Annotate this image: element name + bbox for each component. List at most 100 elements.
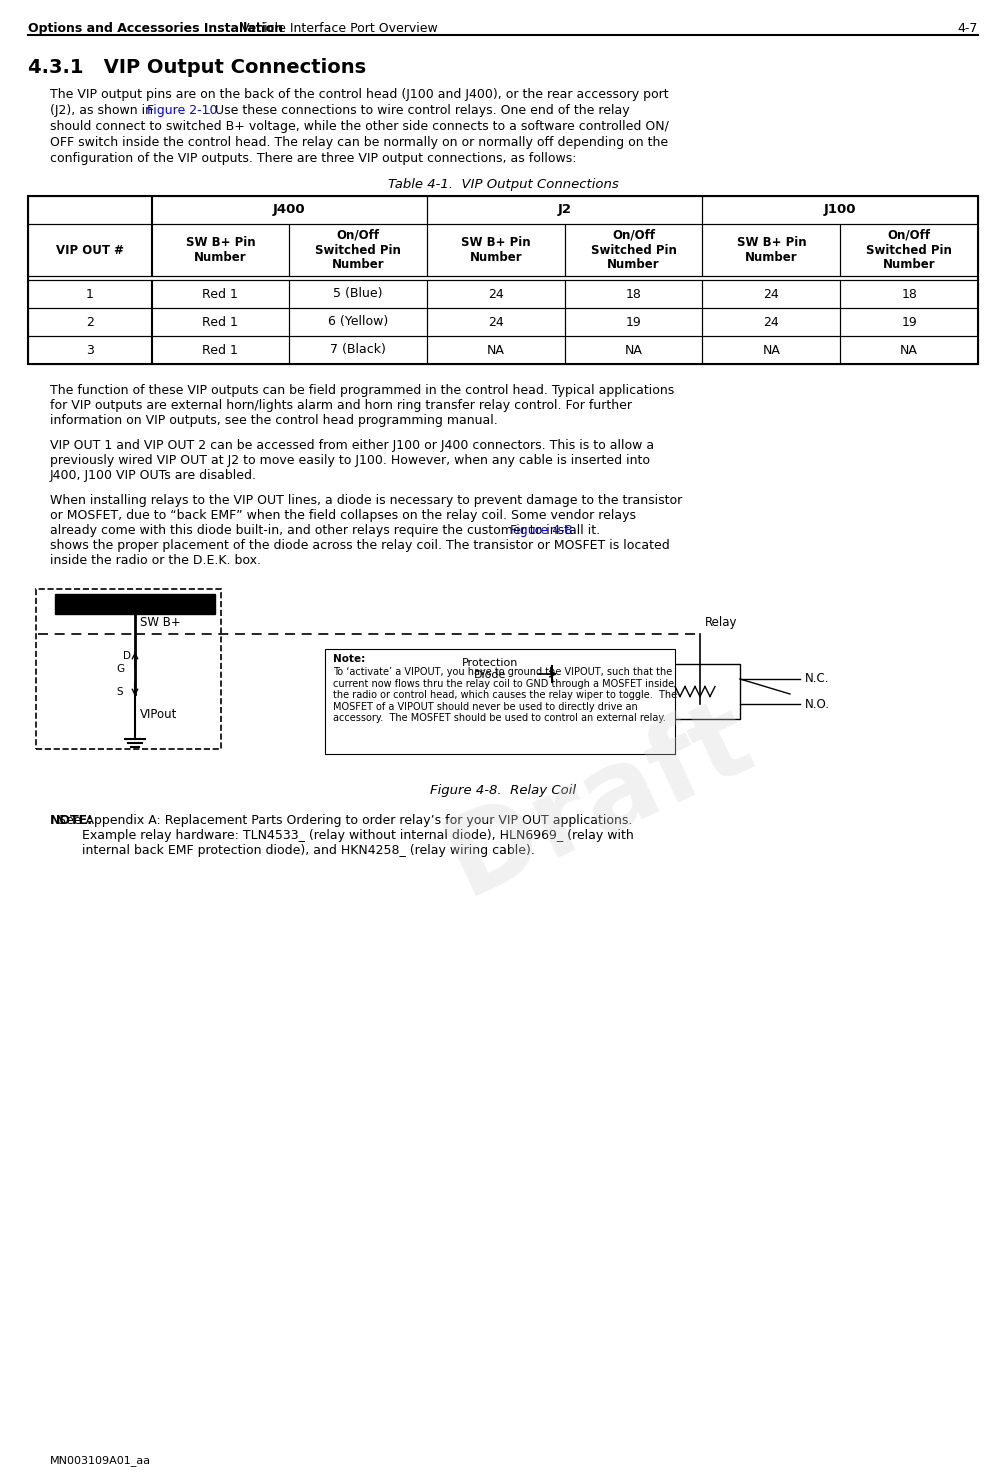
- Text: SW B+ Pin
Number: SW B+ Pin Number: [461, 236, 531, 264]
- Text: 4-7: 4-7: [958, 22, 978, 35]
- Bar: [427, 308, 564, 336]
- Bar: [702, 196, 978, 224]
- Text: On/Off
Switched Pin
Number: On/Off Switched Pin Number: [591, 228, 677, 271]
- Bar: [28, 308, 152, 336]
- Bar: [702, 224, 840, 275]
- Text: NA: NA: [900, 343, 918, 356]
- Text: VIP OUT 1 and VIP OUT 2 can be accessed from either J100 or J400 connectors. Thi: VIP OUT 1 and VIP OUT 2 can be accessed …: [50, 439, 654, 452]
- Text: 6 (Yellow): 6 (Yellow): [328, 315, 388, 328]
- Bar: [702, 308, 840, 336]
- Text: Red 1: Red 1: [202, 315, 238, 328]
- Text: 24: 24: [764, 287, 780, 300]
- Bar: [290, 280, 427, 308]
- Text: SW B+ Pin
Number: SW B+ Pin Number: [185, 236, 256, 264]
- Text: previously wired VIP OUT at J2 to move easily to J100. However, when any cable i: previously wired VIP OUT at J2 to move e…: [50, 454, 650, 467]
- Text: Table 4-1.  VIP Output Connections: Table 4-1. VIP Output Connections: [387, 178, 619, 191]
- Bar: [28, 196, 152, 224]
- Text: To ‘activate’ a VIPOUT, you have to ground the VIPOUT, such that the
current now: To ‘activate’ a VIPOUT, you have to grou…: [333, 667, 677, 723]
- Text: S: S: [117, 686, 124, 697]
- Text: VIPout: VIPout: [140, 707, 177, 720]
- Text: 5 (Blue): 5 (Blue): [333, 287, 383, 300]
- Text: Figure 2-10: Figure 2-10: [147, 105, 217, 116]
- Text: shows the proper placement of the diode across the relay coil. The transistor or: shows the proper placement of the diode …: [50, 539, 670, 552]
- Text: 18: 18: [901, 287, 917, 300]
- Text: D: D: [123, 651, 131, 661]
- Bar: [55, 594, 215, 614]
- Polygon shape: [540, 666, 552, 682]
- Text: J2: J2: [557, 203, 571, 217]
- Text: 1: 1: [86, 287, 94, 300]
- Text: 7 (Black): 7 (Black): [330, 343, 386, 356]
- Bar: [840, 336, 978, 364]
- Text: SW B+: SW B+: [140, 616, 181, 629]
- Text: Example relay hardware: TLN4533_ (relay without internal diode), HLN6969_ (relay: Example relay hardware: TLN4533_ (relay …: [50, 829, 634, 843]
- Bar: [564, 336, 702, 364]
- Bar: [427, 224, 564, 275]
- Text: NA: NA: [625, 343, 643, 356]
- Text: OFF switch inside the control head. The relay can be normally on or normally off: OFF switch inside the control head. The …: [50, 136, 668, 149]
- Text: Note:: Note:: [333, 654, 365, 664]
- Text: J100: J100: [824, 203, 856, 217]
- Text: 19: 19: [901, 315, 917, 328]
- Text: NA: NA: [487, 343, 505, 356]
- Text: 24: 24: [764, 315, 780, 328]
- Bar: [702, 280, 840, 308]
- Text: On/Off
Switched Pin
Number: On/Off Switched Pin Number: [866, 228, 952, 271]
- Bar: [28, 280, 152, 308]
- Bar: [840, 308, 978, 336]
- Bar: [152, 224, 290, 275]
- Text: Relay: Relay: [705, 616, 737, 629]
- Bar: [290, 308, 427, 336]
- Text: 24: 24: [488, 315, 504, 328]
- Text: for VIP outputs are external horn/lights alarm and horn ring transfer relay cont: for VIP outputs are external horn/lights…: [50, 399, 632, 412]
- Bar: [152, 280, 290, 308]
- Bar: [840, 224, 978, 275]
- Text: J400, J100 VIP OUTs are disabled.: J400, J100 VIP OUTs are disabled.: [50, 468, 257, 482]
- Bar: [152, 196, 427, 224]
- Bar: [702, 336, 840, 364]
- Text: Figure 4-8.  Relay Coil: Figure 4-8. Relay Coil: [430, 784, 576, 797]
- Text: See Appendix A: Replacement Parts Ordering to order relay’s for your VIP OUT app: See Appendix A: Replacement Parts Orderi…: [50, 815, 633, 826]
- Text: 2: 2: [86, 315, 94, 328]
- Text: inside the radio or the D.E.K. box.: inside the radio or the D.E.K. box.: [50, 554, 261, 567]
- Bar: [152, 336, 290, 364]
- Text: or MOSFET, due to “back EMF” when the field collapses on the relay coil. Some ve: or MOSFET, due to “back EMF” when the fi…: [50, 510, 636, 521]
- Text: G: G: [116, 664, 124, 675]
- Text: (J2), as shown in: (J2), as shown in: [50, 105, 157, 116]
- Text: VIP OUT #: VIP OUT #: [55, 243, 124, 256]
- Text: information on VIP outputs, see the control head programming manual.: information on VIP outputs, see the cont…: [50, 414, 498, 427]
- Text: The VIP output pins are on the back of the control head (J100 and J400), or the : The VIP output pins are on the back of t…: [50, 88, 669, 102]
- Text: Protection
Diode: Protection Diode: [462, 658, 518, 681]
- Text: 18: 18: [626, 287, 642, 300]
- Text: Figure 4-8: Figure 4-8: [510, 524, 572, 538]
- Text: NA: NA: [763, 343, 781, 356]
- Text: When installing relays to the VIP OUT lines, a diode is necessary to prevent dam: When installing relays to the VIP OUT li…: [50, 493, 682, 507]
- Text: internal back EMF protection diode), and HKN4258_ (relay wiring cable).: internal back EMF protection diode), and…: [50, 844, 535, 857]
- Text: Options and Accessories Installation: Options and Accessories Installation: [28, 22, 283, 35]
- Bar: [564, 308, 702, 336]
- Text: Red 1: Red 1: [202, 287, 238, 300]
- Text: configuration of the VIP outputs. There are three VIP output connections, as fol: configuration of the VIP outputs. There …: [50, 152, 576, 165]
- Bar: [290, 224, 427, 275]
- Bar: [427, 196, 702, 224]
- Bar: [427, 280, 564, 308]
- Bar: [840, 280, 978, 308]
- Bar: [28, 196, 978, 364]
- Text: J400: J400: [273, 203, 306, 217]
- Text: . Use these connections to wire control relays. One end of the relay: . Use these connections to wire control …: [207, 105, 630, 116]
- Bar: [564, 280, 702, 308]
- Text: already come with this diode built-in, and other relays require the customer to : already come with this diode built-in, a…: [50, 524, 605, 538]
- Text: N.O.: N.O.: [805, 698, 830, 710]
- Bar: [36, 589, 221, 748]
- Bar: [427, 336, 564, 364]
- Text: 24: 24: [488, 287, 504, 300]
- Text: Vehicle Interface Port Overview: Vehicle Interface Port Overview: [236, 22, 438, 35]
- Text: The function of these VIP outputs can be field programmed in the control head. T: The function of these VIP outputs can be…: [50, 384, 674, 398]
- Text: Red 1: Red 1: [202, 343, 238, 356]
- Text: NOTE:: NOTE:: [50, 815, 94, 826]
- Text: N.C.: N.C.: [805, 673, 830, 685]
- Bar: [28, 336, 152, 364]
- Text: should connect to switched B+ voltage, while the other side connects to a softwa: should connect to switched B+ voltage, w…: [50, 119, 669, 133]
- Text: 3: 3: [86, 343, 94, 356]
- Text: On/Off
Switched Pin
Number: On/Off Switched Pin Number: [315, 228, 401, 271]
